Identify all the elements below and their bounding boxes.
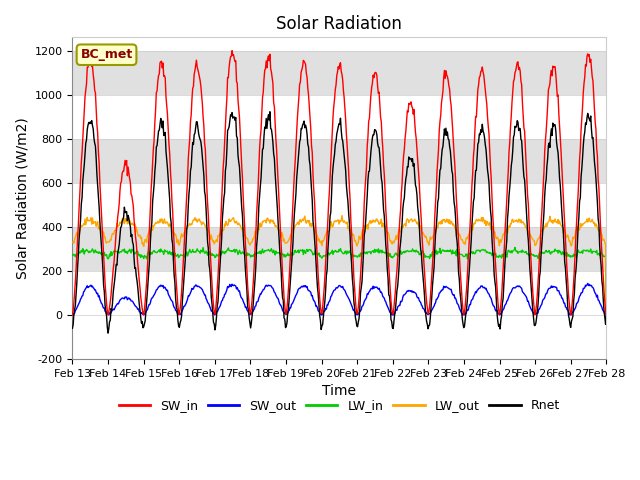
LW_in	[511, 245, 519, 251]
LW_out	[338, 213, 346, 218]
Y-axis label: Solar Radiation (W/m2): Solar Radiation (W/m2)	[15, 117, 29, 279]
Rnet	[78, 194, 86, 200]
LW_in	[420, 251, 428, 256]
Bar	[72, 50, 606, 95]
SW_in	[68, 312, 76, 318]
SW_in	[78, 150, 86, 156]
Rnet	[602, 312, 610, 318]
SW_in	[216, 246, 223, 252]
LW_out	[68, 239, 76, 245]
SW_out	[68, 312, 76, 318]
LW_in	[133, 248, 141, 254]
SW_in	[602, 312, 610, 318]
LW_out	[133, 228, 141, 234]
SW_out	[188, 288, 195, 294]
Rnet	[134, 284, 141, 290]
SW_in	[420, 267, 428, 273]
Rnet	[266, 109, 274, 115]
Rnet	[104, 330, 112, 336]
LW_out	[216, 232, 223, 238]
Line: LW_out: LW_out	[72, 216, 606, 315]
Rnet	[216, 260, 224, 265]
LW_in	[404, 248, 412, 254]
LW_in	[68, 252, 76, 258]
SW_in	[228, 48, 236, 54]
Rnet	[421, 303, 429, 309]
SW_out	[602, 312, 610, 317]
Bar	[72, 227, 606, 271]
SW_out	[78, 293, 86, 299]
LW_in	[216, 251, 223, 257]
SW_in	[133, 251, 141, 256]
LW_in	[188, 250, 195, 255]
SW_in	[405, 100, 413, 106]
Line: LW_in: LW_in	[72, 248, 606, 315]
LW_out	[405, 219, 413, 225]
X-axis label: Time: Time	[323, 384, 356, 398]
Line: SW_in: SW_in	[72, 51, 606, 315]
Text: BC_met: BC_met	[81, 48, 132, 61]
LW_out	[420, 233, 428, 239]
LW_out	[78, 223, 86, 229]
Line: SW_out: SW_out	[72, 283, 606, 315]
LW_in	[602, 312, 610, 318]
SW_in	[188, 112, 195, 118]
LW_in	[78, 249, 86, 255]
SW_out	[133, 305, 141, 311]
Rnet	[406, 156, 413, 162]
SW_out	[420, 306, 428, 312]
LW_out	[188, 221, 195, 227]
Title: Solar Radiation: Solar Radiation	[276, 15, 403, 33]
Rnet	[188, 150, 196, 156]
SW_out	[584, 280, 591, 286]
Bar	[72, 139, 606, 183]
LW_out	[602, 312, 610, 318]
SW_out	[404, 288, 412, 294]
Line: Rnet: Rnet	[72, 112, 606, 333]
SW_out	[216, 304, 223, 310]
Legend: SW_in, SW_out, LW_in, LW_out, Rnet: SW_in, SW_out, LW_in, LW_out, Rnet	[114, 394, 565, 417]
Rnet	[68, 325, 76, 331]
